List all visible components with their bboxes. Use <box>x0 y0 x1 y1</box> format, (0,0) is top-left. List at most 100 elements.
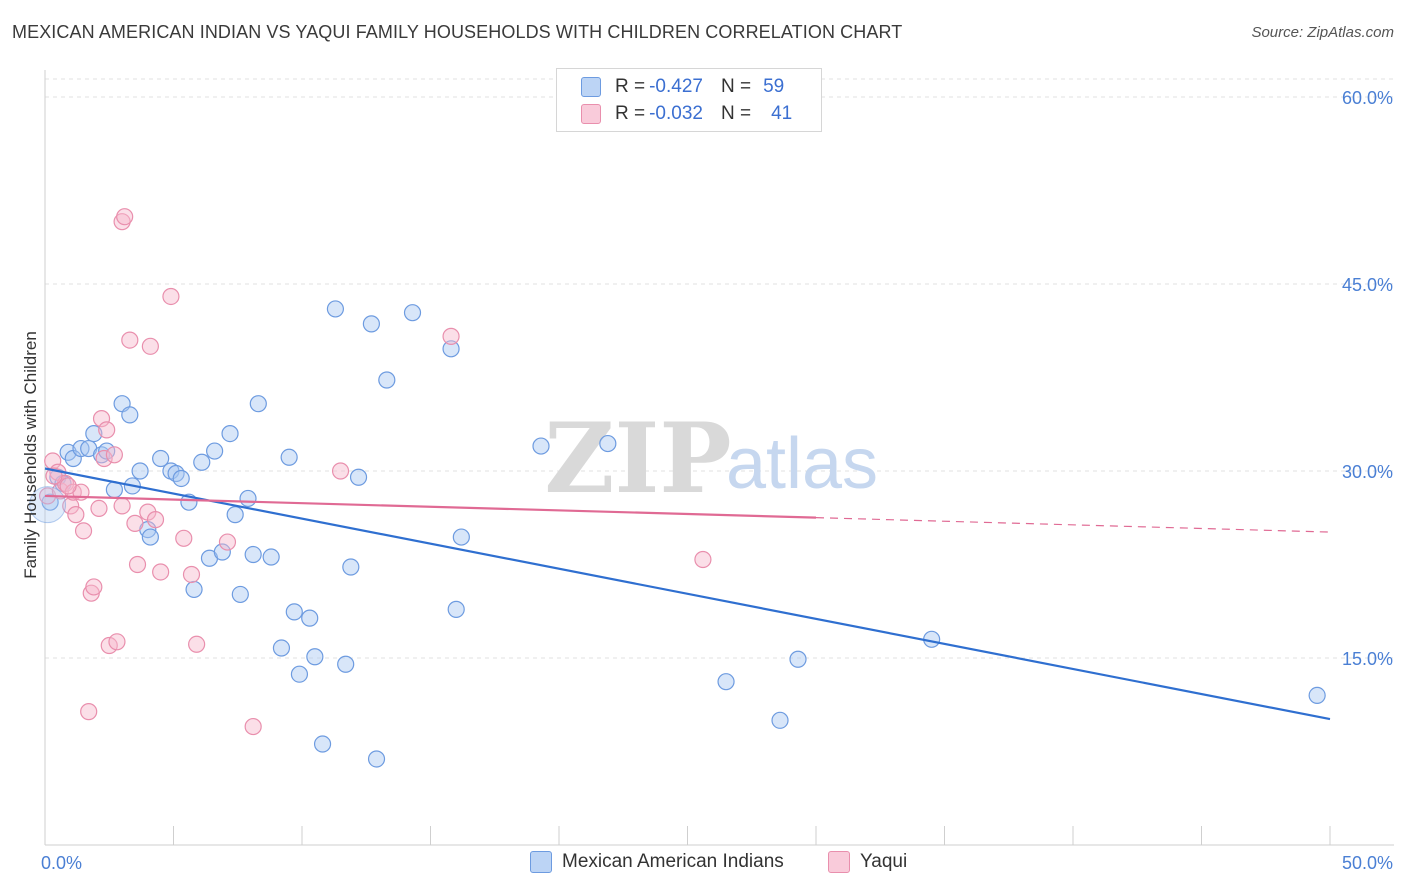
legend-row-blue: R = -0.427 N = 59 <box>581 74 784 100</box>
pink-point <box>105 446 123 464</box>
blue-point <box>378 371 396 389</box>
chart-source: Source: ZipAtlas.com <box>1251 24 1394 41</box>
blue-point <box>167 464 185 483</box>
blue-trend-line <box>44 467 1331 721</box>
pink-point <box>62 497 80 515</box>
pink-point <box>74 522 93 540</box>
pink-point <box>244 717 262 736</box>
blue-point <box>362 315 380 333</box>
pink-point <box>141 337 159 355</box>
blue-point <box>326 300 345 318</box>
blue-point <box>301 609 319 627</box>
blue-point <box>221 425 239 443</box>
blue-point <box>121 406 139 424</box>
blue-point <box>272 639 291 657</box>
series-legend-label: Mexican American Indians <box>562 851 784 872</box>
series-swatch-blue <box>530 851 552 873</box>
stats-legend: R = -0.427 N = 59 R = -0.032 N = 41 <box>556 68 822 132</box>
legend-swatch-blue <box>581 77 601 97</box>
watermark-atlas: atlas <box>726 424 878 504</box>
pink-point <box>108 633 126 651</box>
series-legend-label: Yaqui <box>860 851 908 872</box>
blue-point <box>771 711 789 729</box>
pink-point <box>126 514 144 532</box>
x-tick-label: 0.0% <box>41 853 82 873</box>
y-tick-label: 60.0% <box>1342 88 1393 108</box>
blue-point <box>349 468 368 486</box>
pink-point <box>128 555 147 574</box>
pink-point <box>80 703 98 721</box>
y-axis-label: Family Households with Children <box>21 331 40 579</box>
blue-point <box>342 558 360 576</box>
blue-point <box>231 585 249 604</box>
pink-point <box>92 410 111 428</box>
pink-point <box>331 462 350 480</box>
blue-point <box>290 665 309 683</box>
blue-point <box>172 469 190 488</box>
blue-point <box>249 395 267 413</box>
blue-point <box>185 580 203 599</box>
legend-r-label: R = <box>615 103 646 124</box>
blue-point <box>280 448 298 466</box>
blue-point <box>599 434 617 453</box>
blue-point <box>193 453 211 471</box>
series-swatch-pink <box>828 851 850 873</box>
pink-point <box>67 506 85 524</box>
series-legend-item-pink[interactable]: Yaqui <box>828 851 907 873</box>
blue-point <box>213 543 231 561</box>
blue-point <box>789 650 807 668</box>
legend-n-value: 41 <box>771 103 793 124</box>
blue-point <box>442 340 460 358</box>
pink-point <box>59 477 77 495</box>
blue-point <box>532 437 550 455</box>
blue-point <box>131 462 149 480</box>
pink-point <box>116 208 134 226</box>
pink-point <box>95 449 113 468</box>
pink-point <box>146 511 165 529</box>
pink-point <box>162 287 180 306</box>
blue-point <box>226 506 244 524</box>
blue-point <box>1308 686 1326 705</box>
pink-point <box>152 563 170 581</box>
blue-point <box>85 425 103 443</box>
blue-point <box>367 750 386 768</box>
series-legend-item-blue[interactable]: Mexican American Indians <box>530 851 784 873</box>
blue-point <box>206 442 224 460</box>
legend-swatch-pink <box>581 104 601 124</box>
blue-point <box>244 545 262 564</box>
blue-point <box>313 735 332 753</box>
legend-n-value: 59 <box>763 76 785 97</box>
blue-point <box>403 304 422 322</box>
legend-n-label: N = <box>720 103 752 124</box>
blue-point <box>717 673 735 691</box>
blue-point <box>141 528 159 546</box>
legend-n-label: N = <box>720 76 752 97</box>
pink-point <box>188 635 206 653</box>
blue-point <box>152 449 170 468</box>
legend-r-value: -0.032 <box>649 103 703 124</box>
legend-row-pink: R = -0.032 N = 41 <box>581 101 792 127</box>
grid-layer <box>45 78 1394 659</box>
pink-point <box>121 331 139 349</box>
y-tick-label: 15.0% <box>1342 649 1393 669</box>
y-tick-label: 30.0% <box>1342 462 1393 482</box>
blue-point <box>262 548 280 566</box>
pink-point <box>175 529 193 547</box>
pink-trend-line <box>44 494 817 519</box>
pink-point <box>90 499 108 517</box>
pink-point <box>218 533 237 551</box>
chart-title: MEXICAN AMERICAN INDIAN VS YAQUI FAMILY … <box>12 22 903 42</box>
blue-point <box>239 489 257 508</box>
blue-point <box>306 648 324 666</box>
series-legend: Mexican American Indians Yaqui <box>0 851 1406 877</box>
pink-point <box>113 497 131 515</box>
pink-point <box>442 327 460 345</box>
legend-r-value: -0.427 <box>649 76 703 97</box>
blue-point <box>452 528 470 546</box>
watermark: ZIP atlas <box>544 402 878 515</box>
pink-point <box>182 565 201 584</box>
watermark-zip: ZIP <box>544 402 731 515</box>
pink-point <box>694 550 712 569</box>
pink-point <box>85 578 103 596</box>
